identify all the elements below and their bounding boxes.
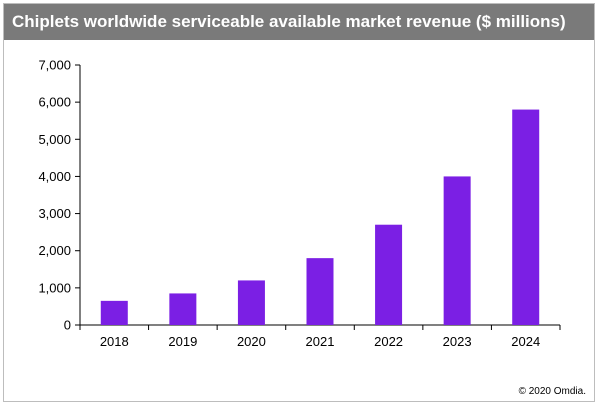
bar-2018 [100, 300, 128, 325]
x-tick-label: 2021 [306, 334, 335, 349]
y-tick-label: 5,000 [38, 132, 71, 147]
x-tick-label: 2022 [374, 334, 403, 349]
bar-2020 [237, 280, 265, 325]
chart-title: Chiplets worldwide serviceable available… [4, 4, 594, 40]
source-credit: © 2020 Omdia. [518, 386, 586, 397]
bar-2019 [169, 293, 197, 325]
y-tick-label: 3,000 [38, 206, 71, 221]
chart-frame: Chiplets worldwide serviceable available… [3, 3, 595, 402]
y-tick-label: 2,000 [38, 243, 71, 258]
bar-2022 [375, 224, 403, 325]
y-tick-label: 6,000 [38, 95, 71, 110]
y-tick-label: 1,000 [38, 280, 71, 295]
x-tick-label: 2019 [168, 334, 197, 349]
y-tick-label: 0 [64, 318, 71, 333]
y-axis: 0 1,000 2,000 3,000 4,000 5,000 6,000 7,000 [38, 58, 81, 333]
bar-2023 [443, 176, 471, 325]
y-tick-label: 4,000 [38, 169, 71, 184]
bar-2024 [512, 109, 540, 325]
x-tick-label: 2023 [443, 334, 472, 349]
y-tick-label: 7,000 [38, 58, 71, 73]
x-tick-label: 2024 [511, 334, 540, 349]
x-tick-label: 2018 [100, 334, 129, 349]
x-axis: 2018 2019 2020 2021 2022 2023 2024 [79, 324, 561, 349]
bars [100, 109, 540, 325]
x-tick-label: 2020 [237, 334, 266, 349]
bar-2021 [306, 258, 334, 325]
